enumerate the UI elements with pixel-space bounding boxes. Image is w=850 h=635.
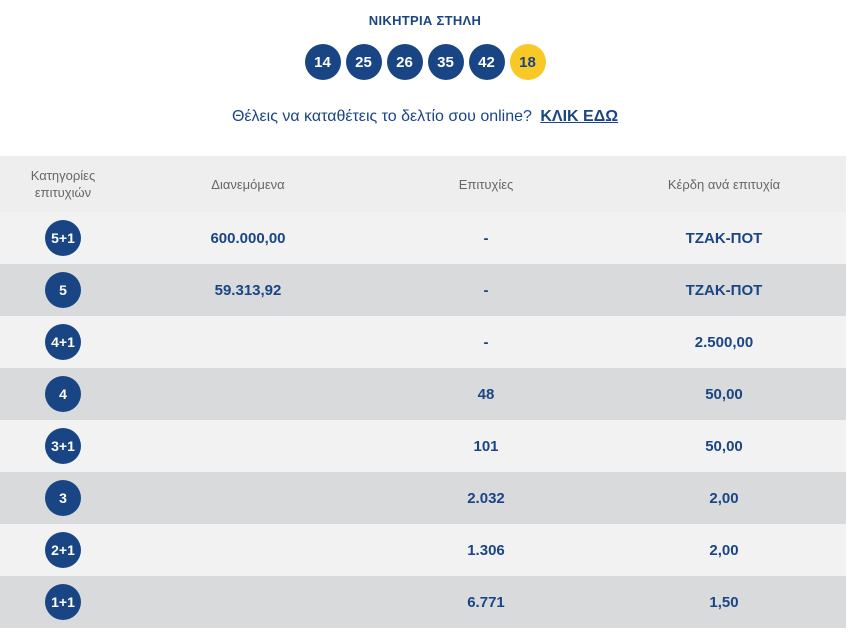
winners-cell: - [370, 264, 602, 316]
category-badge: 5+1 [45, 220, 81, 256]
category-badge: 3+1 [45, 428, 81, 464]
number-ball: 42 [468, 44, 505, 80]
distributed-cell [126, 316, 370, 368]
number-ball: 26 [386, 44, 423, 80]
number-ball: 14 [304, 44, 341, 80]
category-badge: 5 [45, 272, 81, 308]
category-badge: 1+1 [45, 584, 81, 620]
prize-cell: 50,00 [602, 420, 846, 472]
category-badge: 4 [45, 376, 81, 412]
prize-cell: 2,00 [602, 472, 846, 524]
table-row: 4 48 50,00 [0, 368, 846, 420]
winners-cell: 6.771 [370, 576, 602, 628]
click-here-link[interactable]: ΚΛΙΚ ΕΔΩ [540, 108, 619, 125]
prize-cell: 50,00 [602, 368, 846, 420]
table-row: 2+1 1.306 2,00 [0, 524, 846, 576]
bonus-ball: 18 [509, 44, 546, 80]
distributed-cell [126, 576, 370, 628]
prize-cell: 1,50 [602, 576, 846, 628]
distributed-cell [126, 524, 370, 576]
header-categories: Κατηγορίες επιτυχιών [0, 156, 126, 212]
number-ball: 25 [345, 44, 382, 80]
header-prize: Κέρδη ανά επιτυχία [602, 156, 846, 212]
winners-cell: 101 [370, 420, 602, 472]
table-row: 4+1 - 2.500,00 [0, 316, 846, 368]
winners-cell: 1.306 [370, 524, 602, 576]
prize-cell: ΤΖΑΚ-ΠΟΤ [602, 212, 846, 264]
winning-column-title: ΝΙΚΗΤΡΙΑ ΣΤΗΛΗ [368, 13, 482, 28]
number-ball: 35 [427, 44, 464, 80]
winning-numbers-section: ΝΙΚΗΤΡΙΑ ΣΤΗΛΗ 14 25 26 35 42 18 Θέλεις … [0, 0, 850, 156]
category-badge: 2+1 [45, 532, 81, 568]
prize-breakdown-table: Κατηγορίες επιτυχιών Διανεμόμενα Επιτυχί… [0, 156, 846, 628]
distributed-cell: 600.000,00 [126, 212, 370, 264]
table-row: 3+1 101 50,00 [0, 420, 846, 472]
winners-cell: - [370, 212, 602, 264]
winners-cell: 48 [370, 368, 602, 420]
table-header-row: Κατηγορίες επιτυχιών Διανεμόμενα Επιτυχί… [0, 156, 846, 212]
prize-cell: ΤΖΑΚ-ΠΟΤ [602, 264, 846, 316]
online-ticket-prompt: Θέλεις να καταθέτεις το δελτίο σου onlin… [0, 108, 850, 126]
distributed-cell [126, 472, 370, 524]
winners-cell: 2.032 [370, 472, 602, 524]
table-row: 1+1 6.771 1,50 [0, 576, 846, 628]
category-badge: 4+1 [45, 324, 81, 360]
header-winners: Επιτυχίες [370, 156, 602, 212]
distributed-cell [126, 420, 370, 472]
cta-text: Θέλεις να καταθέτεις το δελτίο σου onlin… [231, 108, 532, 125]
category-badge: 3 [45, 480, 81, 516]
winners-cell: - [370, 316, 602, 368]
prize-cell: 2,00 [602, 524, 846, 576]
table-row: 5+1 600.000,00 - ΤΖΑΚ-ΠΟΤ [0, 212, 846, 264]
prize-cell: 2.500,00 [602, 316, 846, 368]
winning-numbers: 14 25 26 35 42 18 [0, 44, 850, 80]
distributed-cell [126, 368, 370, 420]
header-distributed: Διανεμόμενα [126, 156, 370, 212]
distributed-cell: 59.313,92 [126, 264, 370, 316]
table-row: 3 2.032 2,00 [0, 472, 846, 524]
table-row: 5 59.313,92 - ΤΖΑΚ-ΠΟΤ [0, 264, 846, 316]
